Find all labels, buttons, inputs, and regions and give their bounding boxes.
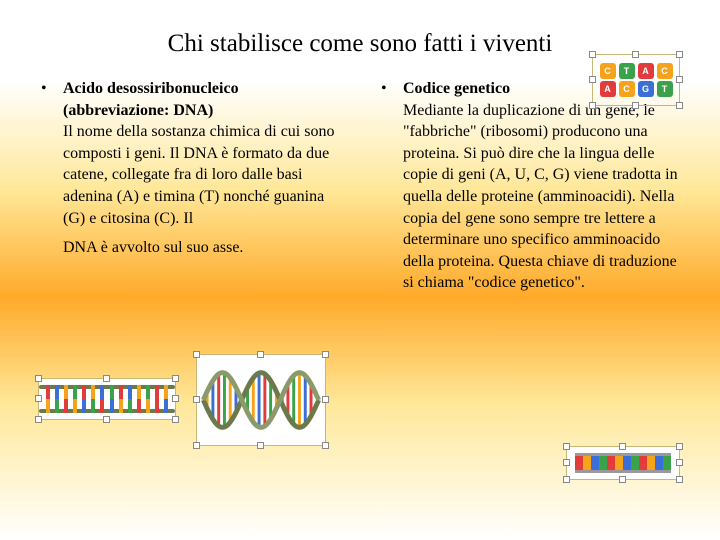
right-bullet-item: • Codice genetico Mediante la duplicazio… xyxy=(375,78,685,294)
mrna-strip-image xyxy=(566,446,680,480)
right-content: Codice genetico Mediante la duplicazione… xyxy=(403,78,685,294)
right-body: Mediante la duplicazione di un gene, le … xyxy=(403,102,678,292)
right-column: • Codice genetico Mediante la duplicazio… xyxy=(360,78,700,294)
bullet-icon: • xyxy=(35,78,63,229)
content-columns: • Acido desossiribonucleico (abbreviazio… xyxy=(0,78,720,294)
left-column: • Acido desossiribonucleico (abbreviazio… xyxy=(20,78,360,294)
left-bullet-item: • Acido desossiribonucleico (abbreviazio… xyxy=(35,78,345,229)
left-body2: DNA è avvolto sul suo asse. xyxy=(35,239,345,257)
left-body: Il nome della sostanza chimica di cui so… xyxy=(63,123,334,226)
bullet-icon: • xyxy=(375,78,403,294)
nucleotide-blocks-image: CTACACGT xyxy=(592,54,680,106)
dna-helix-image xyxy=(196,354,326,446)
dna-flat-image xyxy=(38,378,176,420)
right-heading: Codice genetico xyxy=(403,80,510,97)
left-heading: Acido desossiribonucleico (abbreviazione… xyxy=(63,80,239,119)
left-content: Acido desossiribonucleico (abbreviazione… xyxy=(63,78,345,229)
